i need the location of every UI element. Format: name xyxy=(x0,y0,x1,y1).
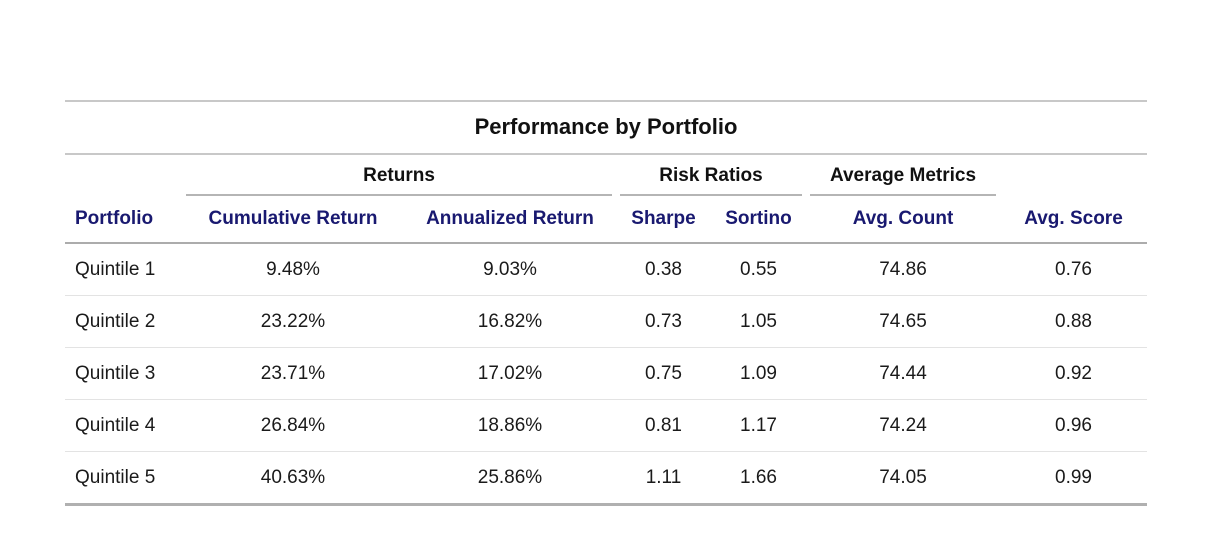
column-header-portfolio: Portfolio xyxy=(65,196,182,244)
column-group-risk-ratios-label: Risk Ratios xyxy=(620,165,802,196)
cell-sharpe: 0.38 xyxy=(616,243,711,296)
performance-table-container: Performance by Portfolio Returns Risk Ra… xyxy=(65,100,1148,506)
cell-sortino: 1.09 xyxy=(711,347,806,400)
column-group-risk-ratios: Risk Ratios xyxy=(616,154,806,196)
cell-annualized-return: 16.82% xyxy=(404,295,616,348)
cell-avg-score: 0.99 xyxy=(1000,451,1148,506)
cell-cumulative-return: 23.22% xyxy=(182,295,404,348)
column-group-average-metrics: Average Metrics xyxy=(806,154,1000,196)
column-header-cumulative-return: Cumulative Return xyxy=(182,196,404,244)
row-label: Quintile 3 xyxy=(65,347,182,400)
row-label: Quintile 4 xyxy=(65,399,182,452)
column-group-returns-label: Returns xyxy=(186,165,612,196)
cell-avg-score: 0.76 xyxy=(1000,243,1148,296)
cell-sharpe: 0.73 xyxy=(616,295,711,348)
cell-sharpe: 0.81 xyxy=(616,399,711,452)
column-header-avg-count: Avg. Count xyxy=(806,196,1000,244)
table-row-quintile-1: Quintile 1 9.48% 9.03% 0.38 0.55 74.86 0… xyxy=(65,243,1148,296)
column-group-returns: Returns xyxy=(182,154,616,196)
cell-avg-count: 74.65 xyxy=(806,295,1000,348)
column-header-avg-score: Avg. Score xyxy=(1000,196,1148,244)
cell-sortino: 1.05 xyxy=(711,295,806,348)
cell-avg-count: 74.86 xyxy=(806,243,1000,296)
row-label: Quintile 2 xyxy=(65,295,182,348)
spanner-empty-portfolio xyxy=(65,154,182,196)
cell-annualized-return: 18.86% xyxy=(404,399,616,452)
spanner-empty-avg-score xyxy=(1000,154,1147,196)
cell-avg-count: 74.44 xyxy=(806,347,1000,400)
table-title: Performance by Portfolio xyxy=(65,100,1148,155)
table-row-quintile-4: Quintile 4 26.84% 18.86% 0.81 1.17 74.24… xyxy=(65,399,1148,452)
column-header-sharpe: Sharpe xyxy=(616,196,711,244)
table-row-quintile-5: Quintile 5 40.63% 25.86% 1.11 1.66 74.05… xyxy=(65,451,1148,506)
cell-sortino: 1.17 xyxy=(711,399,806,452)
table-row-quintile-2: Quintile 2 23.22% 16.82% 0.73 1.05 74.65… xyxy=(65,295,1148,348)
cell-sortino: 0.55 xyxy=(711,243,806,296)
row-label: Quintile 1 xyxy=(65,243,182,296)
title-row: Performance by Portfolio xyxy=(65,100,1148,155)
cell-cumulative-return: 9.48% xyxy=(182,243,404,296)
cell-cumulative-return: 23.71% xyxy=(182,347,404,400)
cell-annualized-return: 25.86% xyxy=(404,451,616,506)
performance-table: Performance by Portfolio Returns Risk Ra… xyxy=(65,100,1148,506)
cell-avg-score: 0.92 xyxy=(1000,347,1148,400)
cell-cumulative-return: 40.63% xyxy=(182,451,404,506)
table-row-quintile-3: Quintile 3 23.71% 17.02% 0.75 1.09 74.44… xyxy=(65,347,1148,400)
cell-sharpe: 1.11 xyxy=(616,451,711,506)
cell-avg-score: 0.96 xyxy=(1000,399,1148,452)
column-header-annualized-return: Annualized Return xyxy=(404,196,616,244)
cell-sharpe: 0.75 xyxy=(616,347,711,400)
cell-annualized-return: 9.03% xyxy=(404,243,616,296)
column-header-sortino: Sortino xyxy=(711,196,806,244)
cell-avg-score: 0.88 xyxy=(1000,295,1148,348)
cell-avg-count: 74.05 xyxy=(806,451,1000,506)
column-header-row: Portfolio Cumulative Return Annualized R… xyxy=(65,196,1148,244)
column-group-average-metrics-label: Average Metrics xyxy=(810,165,996,196)
cell-sortino: 1.66 xyxy=(711,451,806,506)
row-label: Quintile 5 xyxy=(65,451,182,506)
cell-cumulative-return: 26.84% xyxy=(182,399,404,452)
cell-annualized-return: 17.02% xyxy=(404,347,616,400)
cell-avg-count: 74.24 xyxy=(806,399,1000,452)
spanner-row: Returns Risk Ratios Average Metrics xyxy=(65,154,1147,196)
